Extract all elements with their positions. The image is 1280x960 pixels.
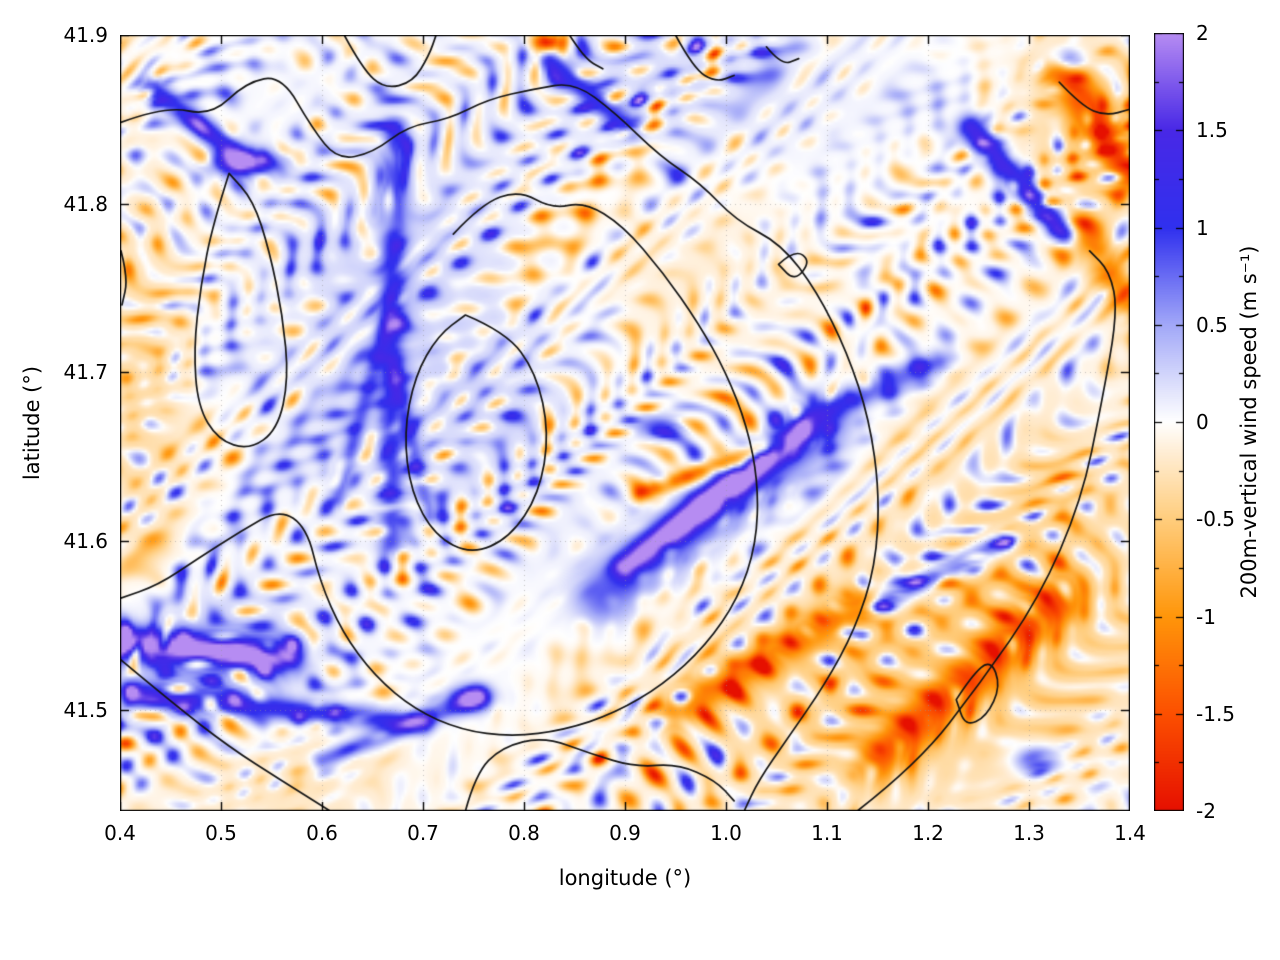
heatmap-plot-canvas bbox=[120, 35, 1130, 811]
colorbar-tick-label: 0 bbox=[1196, 410, 1209, 434]
x-tick-label: 0.8 bbox=[508, 821, 540, 845]
colorbar-tick-label: 2 bbox=[1196, 21, 1209, 45]
x-tick-label: 0.9 bbox=[609, 821, 641, 845]
colorbar-tick-label: 1 bbox=[1196, 215, 1209, 240]
y-tick-label: 41.7 bbox=[63, 360, 108, 385]
colorbar-tick-label: -1 bbox=[1196, 604, 1216, 629]
colorbar-tick-label: -2 bbox=[1196, 799, 1216, 823]
x-tick-label: 1.0 bbox=[710, 821, 742, 845]
y-axis-label: latitude (°) bbox=[20, 365, 44, 481]
x-tick-label: 1.3 bbox=[1013, 821, 1045, 845]
y-tick-label: 41.8 bbox=[63, 191, 108, 216]
colorbar-tick-label: 1.5 bbox=[1196, 118, 1228, 143]
x-tick-label: 0.5 bbox=[205, 821, 237, 845]
colorbar-label: 200m-vertical wind speed (m s⁻¹) bbox=[1237, 245, 1261, 599]
x-tick-label: 0.7 bbox=[407, 821, 439, 845]
colorbar-canvas bbox=[1154, 33, 1184, 811]
colorbar-tick-label: -1.5 bbox=[1196, 701, 1236, 726]
y-tick-label: 41.5 bbox=[63, 697, 108, 722]
x-tick-label: 1.1 bbox=[811, 821, 843, 845]
y-tick-label: 41.9 bbox=[63, 23, 108, 47]
x-tick-label: 0.4 bbox=[104, 821, 136, 845]
y-tick-label: 41.6 bbox=[63, 529, 108, 554]
colorbar-tick-label: -0.5 bbox=[1196, 507, 1236, 532]
x-tick-label: 1.2 bbox=[912, 821, 944, 845]
x-tick-label: 1.4 bbox=[1114, 821, 1146, 845]
x-tick-label: 0.6 bbox=[306, 821, 338, 845]
x-axis-label: longitude (°) bbox=[558, 866, 692, 890]
colorbar-tick-label: 0.5 bbox=[1196, 312, 1228, 337]
